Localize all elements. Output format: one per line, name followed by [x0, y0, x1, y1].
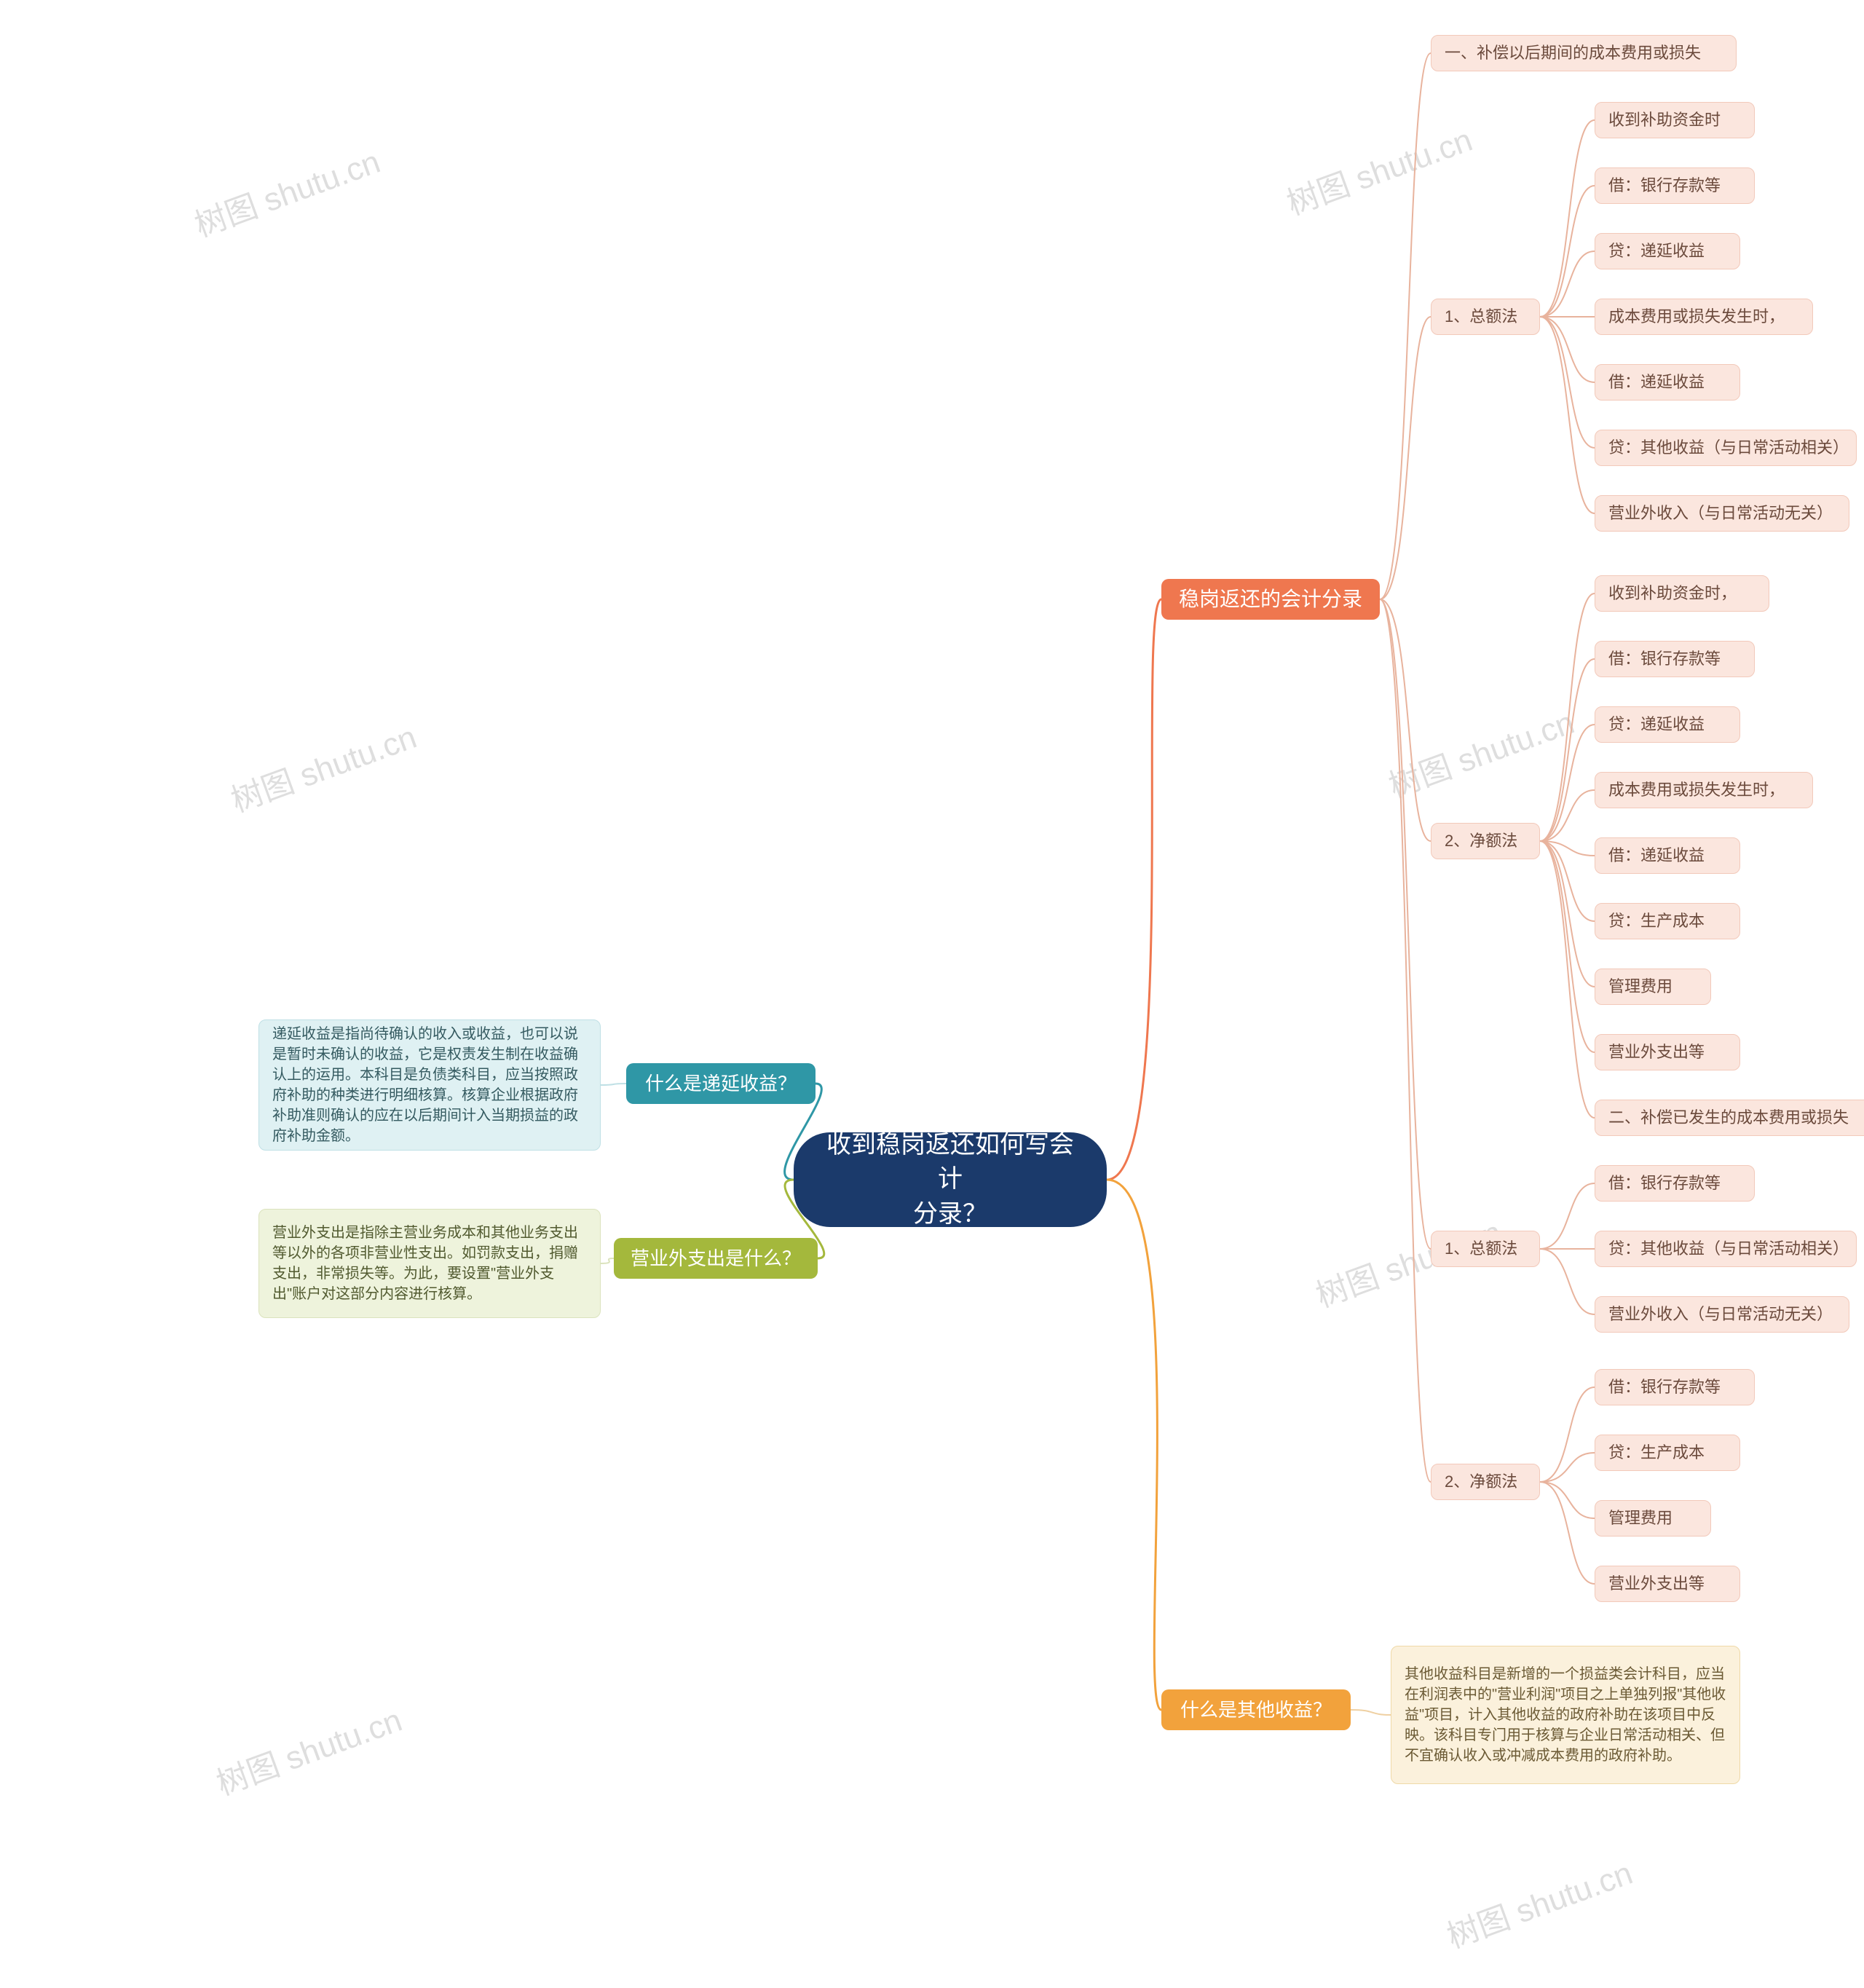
- node-s1-gross[interactable]: 1、总额法: [1431, 299, 1540, 335]
- leaf: 营业外支出等: [1595, 1566, 1740, 1602]
- leaf: 借：银行存款等: [1595, 641, 1755, 677]
- leaf: 成本费用或损失发生时，: [1595, 299, 1813, 335]
- leaf: 借：银行存款等: [1595, 167, 1755, 204]
- leaf: 贷：其他收益（与日常活动相关）: [1595, 430, 1857, 466]
- desc-nonop-expense: 营业外支出是指除主营业务成本和其他业务支出等以外的各项非营业性支出。如罚款支出，…: [258, 1209, 601, 1318]
- leaf: 收到补助资金时，: [1595, 575, 1769, 612]
- leaf: 收到补助资金时: [1595, 102, 1755, 138]
- leaf: 贷：递延收益: [1595, 706, 1740, 743]
- leaf: 借：银行存款等: [1595, 1165, 1755, 1202]
- watermark: 树图 shutu.cn: [224, 711, 422, 821]
- leaf: 贷：其他收益（与日常活动相关）: [1595, 1231, 1857, 1267]
- watermark: 树图 shutu.cn: [209, 1694, 407, 1804]
- branch-deferred-income[interactable]: 什么是递延收益？: [626, 1063, 816, 1104]
- leaf: 贷：生产成本: [1595, 1435, 1740, 1471]
- heading-section2: 二、补偿已发生的成本费用或损失: [1595, 1100, 1864, 1136]
- node-s1-net[interactable]: 2、净额法: [1431, 823, 1540, 859]
- branch-entries[interactable]: 稳岗返还的会计分录: [1161, 579, 1380, 620]
- branch-nonop-expense[interactable]: 营业外支出是什么？: [614, 1238, 818, 1279]
- leaf: 管理费用: [1595, 969, 1711, 1005]
- leaf: 贷：递延收益: [1595, 233, 1740, 269]
- leaf: 贷：生产成本: [1595, 903, 1740, 939]
- desc-deferred-income: 递延收益是指尚待确认的收入或收益，也可以说是暂时未确认的收益，它是权责发生制在收…: [258, 1019, 601, 1151]
- leaf: 成本费用或损失发生时，: [1595, 772, 1813, 808]
- leaf: 管理费用: [1595, 1500, 1711, 1537]
- leaf: 营业外收入（与日常活动无关）: [1595, 495, 1849, 532]
- watermark: 树图 shutu.cn: [187, 135, 385, 245]
- leaf: 借：递延收益: [1595, 364, 1740, 401]
- watermark: 树图 shutu.cn: [1440, 1847, 1638, 1957]
- branch-other-income[interactable]: 什么是其他收益？: [1161, 1689, 1351, 1730]
- leaf: 借：银行存款等: [1595, 1369, 1755, 1405]
- mindmap-canvas: 树图 shutu.cn 树图 shutu.cn 树图 shutu.cn 树图 s…: [0, 0, 1864, 1988]
- watermark: 树图 shutu.cn: [1381, 696, 1579, 806]
- desc-other-income: 其他收益科目是新增的一个损益类会计科目，应当在利润表中的"营业利润"项目之上单独…: [1391, 1646, 1740, 1784]
- node-s2-net[interactable]: 2、净额法: [1431, 1464, 1540, 1500]
- root-node[interactable]: 收到稳岗返还如何写会计 分录？: [794, 1132, 1107, 1227]
- node-s2-gross[interactable]: 1、总额法: [1431, 1231, 1540, 1267]
- leaf: 营业外收入（与日常活动无关）: [1595, 1296, 1849, 1333]
- leaf: 借：递延收益: [1595, 837, 1740, 874]
- watermark: 树图 shutu.cn: [1279, 114, 1477, 224]
- heading-section1: 一、补偿以后期间的成本费用或损失: [1431, 35, 1737, 71]
- leaf: 营业外支出等: [1595, 1034, 1740, 1070]
